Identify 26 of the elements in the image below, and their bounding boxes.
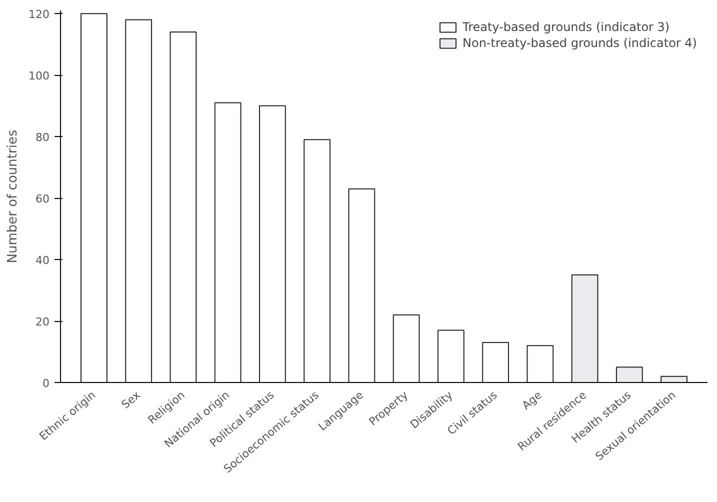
y-axis-title: Number of countries	[6, 130, 21, 264]
bar	[125, 19, 152, 382]
y-tick-label: 40	[36, 254, 50, 268]
bar	[392, 314, 420, 382]
bar	[526, 345, 554, 382]
bar	[660, 376, 688, 382]
y-tick-label: 60	[36, 192, 50, 206]
bar	[214, 102, 242, 382]
bar	[482, 342, 509, 382]
bar	[616, 366, 643, 382]
y-tick-label: 80	[36, 131, 50, 144]
bar	[259, 105, 286, 382]
legend-label: Treaty-based grounds (indicator 3)	[462, 20, 670, 34]
bar	[437, 330, 464, 382]
legend-label: Non-treaty-based grounds (indicator 4)	[462, 36, 697, 50]
bar	[304, 139, 331, 382]
bar	[571, 274, 598, 382]
y-tick-label: 100	[28, 70, 50, 83]
y-tick-label: 120	[28, 8, 50, 22]
y-tick-label: 20	[36, 316, 50, 329]
x-tick-label: Age	[520, 388, 545, 412]
x-tick-label: Sex	[119, 388, 144, 412]
bar	[170, 32, 197, 382]
bar	[80, 13, 108, 382]
y-tick-label: 0	[42, 377, 50, 390]
bar	[348, 188, 376, 382]
